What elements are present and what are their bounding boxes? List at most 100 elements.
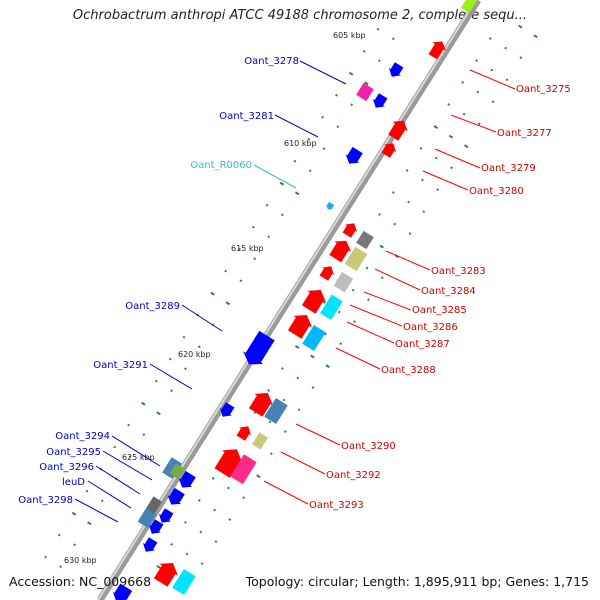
gene-label-oant-3293[interactable]: Oant_3293 (309, 500, 364, 511)
gene-feature[interactable] (146, 496, 162, 514)
gene-feature[interactable] (426, 37, 449, 61)
gene-feature[interactable] (156, 507, 175, 526)
tick-mark (308, 169, 312, 173)
gene-label-oant-3285[interactable]: Oant_3285 (412, 305, 467, 316)
gene-feature[interactable] (169, 463, 186, 480)
gene-label-oant-3280[interactable]: Oant_3280 (469, 186, 524, 197)
tick-mark (376, 27, 380, 31)
gene-feature[interactable] (299, 284, 330, 315)
gene-label-oant-3284[interactable]: Oant_3284 (421, 286, 476, 297)
tick-mark (170, 389, 173, 393)
gene-feature[interactable] (386, 61, 405, 80)
tick-mark (127, 423, 130, 427)
gene-feature[interactable] (264, 397, 288, 425)
gene-feature[interactable] (217, 401, 236, 420)
gene-feature[interactable] (318, 263, 337, 282)
gene-label-oant-3292[interactable]: Oant_3292 (326, 470, 381, 481)
gene-label-oant-3278[interactable]: Oant_3278 (244, 56, 299, 67)
tick-mark (210, 291, 215, 296)
tick-mark (362, 49, 366, 53)
gene-label-oant-3289[interactable]: Oant_3289 (125, 301, 180, 312)
tick-mark (154, 379, 158, 383)
gene-feature[interactable] (344, 246, 368, 272)
gene-label-oant-3275[interactable]: Oant_3275 (516, 84, 571, 95)
gene-label-oant-3279[interactable]: Oant_3279 (481, 163, 536, 174)
gene-feature[interactable] (460, 0, 482, 13)
gene-label-oant-3295[interactable]: Oant_3295 (46, 447, 101, 458)
gene-feature[interactable] (380, 140, 399, 159)
tick-mark (281, 367, 284, 370)
gene-feature[interactable] (212, 443, 247, 479)
tick-mark (224, 269, 227, 273)
tick-mark (350, 103, 354, 107)
gene-label-leud[interactable]: leuD (62, 477, 85, 488)
tick-mark (267, 389, 271, 392)
tick-mark (491, 100, 495, 104)
tick-mark (310, 354, 315, 359)
gene-feature[interactable] (327, 236, 355, 264)
gene-label-oant-3286[interactable]: Oant_3286 (403, 322, 458, 333)
gene-feature[interactable] (151, 557, 182, 588)
tick-mark (378, 213, 381, 216)
reverse-genes (109, 61, 405, 600)
tick-mark (325, 364, 330, 369)
tick-mark (182, 335, 186, 339)
gene-feature[interactable] (302, 324, 326, 352)
tick-mark (270, 452, 273, 456)
tick-mark (44, 555, 47, 559)
gene-feature[interactable] (239, 329, 277, 371)
gene-feature[interactable] (235, 423, 254, 442)
gene-feature[interactable] (140, 536, 159, 555)
tick-mark (185, 552, 189, 556)
gene-feature[interactable] (341, 220, 360, 239)
gene-feature[interactable] (320, 294, 343, 321)
gene-label-oant-3277[interactable]: Oant_3277 (497, 128, 552, 139)
gene-label-oant-3296[interactable]: Oant_3296 (39, 462, 94, 473)
gene-feature[interactable] (356, 230, 374, 250)
gene-feature[interactable] (324, 201, 335, 211)
gene-feature[interactable] (137, 508, 157, 528)
tick-mark (168, 357, 172, 361)
gene-feature[interactable] (342, 146, 364, 168)
tick-mark (296, 376, 300, 380)
tick-mark (267, 235, 270, 239)
gene-feature[interactable] (230, 454, 257, 485)
tick-mark (184, 367, 187, 371)
gene-feature[interactable] (109, 582, 134, 600)
gene-label-oant-3298[interactable]: Oant_3298 (18, 495, 73, 506)
gene-feature[interactable] (370, 92, 389, 111)
tick-mark (391, 37, 395, 41)
gene-label-oant-r0060[interactable]: Oant_R0060 (190, 160, 252, 171)
gene-feature[interactable] (356, 82, 374, 102)
gene-feature[interactable] (162, 457, 182, 479)
gene-feature[interactable] (386, 116, 412, 142)
tick-mark (477, 122, 481, 126)
tick-mark (311, 386, 315, 390)
gene-label-oant-3294[interactable]: Oant_3294 (55, 431, 110, 442)
gene-label-oant-3283[interactable]: Oant_3283 (431, 266, 486, 277)
tick-mark (348, 71, 354, 76)
gene-label-oant-3288[interactable]: Oant_3288 (381, 365, 436, 376)
gene-feature[interactable] (175, 470, 197, 492)
kbp-markers: 605 kbp 610 kbp 615 kbp 620 kbp 625 kbp … (64, 31, 366, 565)
tick-mark (253, 411, 257, 414)
tick-mark (128, 455, 132, 459)
gene-label-oant-3290[interactable]: Oant_3290 (341, 441, 396, 452)
gene-label-oant-3291[interactable]: Oant_3291 (93, 360, 148, 371)
tick-mark (227, 486, 230, 490)
gene-feature[interactable] (146, 518, 165, 537)
gene-feature[interactable] (164, 487, 186, 509)
gene-feature[interactable] (333, 272, 354, 293)
tick-mark (279, 181, 285, 186)
gene-feature[interactable] (172, 568, 196, 596)
kbp-marker-610: 610 kbp (284, 139, 317, 148)
gene-feature[interactable] (285, 309, 316, 340)
gene-label-oant-3281[interactable]: Oant_3281 (219, 111, 274, 122)
tick-mark (87, 521, 92, 526)
gene-feature[interactable] (246, 387, 277, 418)
tick-mark (268, 420, 272, 424)
gene-label-oant-3287[interactable]: Oant_3287 (395, 339, 450, 350)
tick-mark (419, 147, 423, 150)
tick-mark (170, 543, 174, 546)
gene-feature[interactable] (252, 432, 268, 450)
